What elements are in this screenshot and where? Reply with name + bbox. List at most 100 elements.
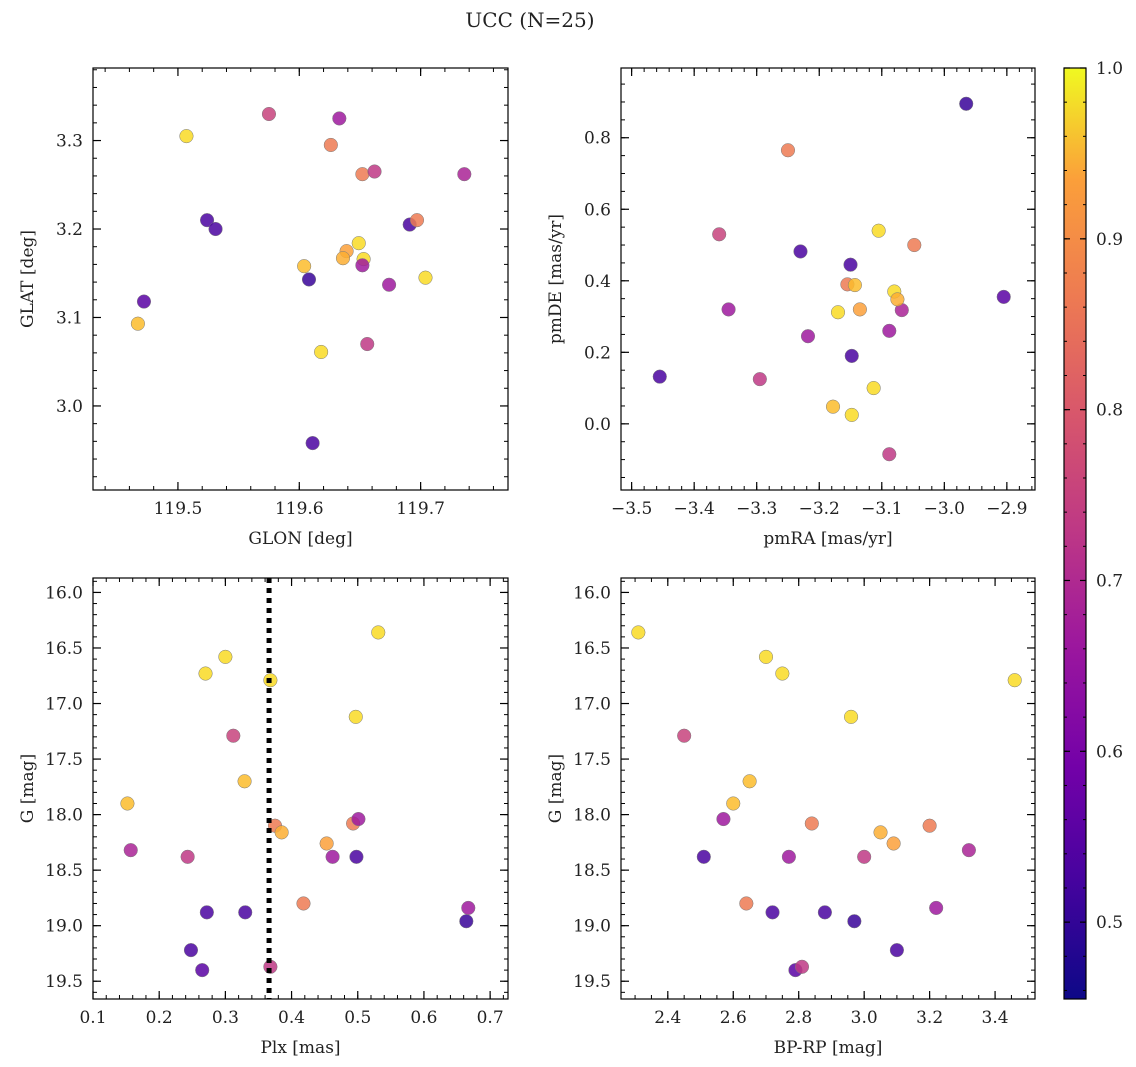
data-point (457, 167, 472, 182)
data-point (367, 164, 382, 179)
data-point (409, 213, 425, 228)
data-point (461, 900, 476, 915)
x-tick-label: 0.7 (477, 1008, 504, 1028)
y-tick-label: 19.0 (573, 917, 611, 937)
x-tick-label: 2.8 (785, 1008, 812, 1028)
data-point (198, 666, 213, 681)
y-axis-label: G [mag] (546, 754, 566, 823)
data-point (297, 259, 312, 274)
x-axis-label: BP-RP [mag] (774, 1038, 883, 1058)
x-axis-label: pmRA [mas/yr] (763, 529, 892, 549)
x-tick-label: 2.6 (720, 1008, 747, 1028)
data-point (716, 811, 731, 827)
data-point (739, 896, 754, 911)
data-point (794, 959, 810, 974)
data-point (886, 836, 901, 851)
data-points (631, 625, 1022, 978)
y-tick-label: 3.0 (56, 397, 83, 417)
data-point (696, 849, 711, 864)
data-point (319, 836, 334, 851)
y-tick-label: 3.2 (56, 220, 83, 240)
data-point (780, 143, 796, 158)
axes-frame (620, 577, 1036, 1000)
data-point (179, 129, 194, 144)
y-tick-label: 16.5 (573, 639, 611, 659)
x-tick-label: −2.9 (986, 499, 1027, 519)
data-point (726, 796, 741, 811)
data-point (183, 943, 199, 958)
y-tick-label: 19.0 (45, 917, 83, 937)
y-axis-label: G [mag] (18, 754, 38, 823)
data-point (742, 774, 757, 789)
data-point (781, 849, 796, 864)
x-tick-label: −3.0 (924, 499, 965, 519)
y-axis-label: pmDE [mas/yr] (546, 214, 566, 344)
data-point (631, 625, 646, 640)
data-point (351, 236, 366, 251)
panel-pm: −3.5 −3.4 −3.3 −3.2 −3.1 −3.0 −2.9 0.0 0.2 0.4 0.6… (546, 67, 1036, 549)
data-point (929, 900, 944, 915)
panel-plx-g: 0.1 0.2 0.3 0.4 0.5 0.6 0.7 16.0 16.5 17.0 17.5 18.… (18, 577, 509, 1058)
colorbar-tick-label: 0.6 (1096, 742, 1123, 762)
data-point (844, 348, 859, 363)
y-tick-label: 0.4 (584, 272, 611, 292)
data-point (871, 223, 886, 238)
data-point (238, 905, 253, 920)
y-tick-label: 0.2 (584, 343, 611, 363)
plot-area: 119.5 119.6 119.7 3.0 3.1 3.2 3.3 GLON [deg] GLA… (18, 67, 1036, 1058)
data-point (800, 329, 816, 344)
data-points (130, 106, 472, 451)
y-tick-label: 0.6 (584, 200, 611, 220)
data-point (907, 237, 922, 253)
data-point (804, 816, 819, 831)
x-tick-label: −3.3 (736, 499, 777, 519)
y-tick-label: 16.5 (45, 639, 83, 659)
data-point (996, 289, 1011, 304)
colorbar-tick-label: 0.5 (1096, 913, 1123, 933)
panel-cmd: 2.4 2.6 2.8 3.0 3.2 3.4 16.0 16.5 17.0 17.5 18.0 18… (546, 577, 1036, 1058)
x-axis-label: Plx [mas] (260, 1038, 340, 1058)
y-tick-label: 18.5 (573, 861, 611, 881)
y-tick-label: 18.0 (573, 806, 611, 826)
y-tick-label: 17.5 (45, 750, 83, 770)
data-point (301, 272, 317, 287)
y-tick-label: 16.0 (573, 583, 611, 603)
x-axis-label: GLON [deg] (248, 529, 352, 549)
data-point (323, 137, 338, 153)
x-tick-label: 0.5 (344, 1008, 371, 1028)
colorbar: 0.5 0.6 0.7 0.8 0.9 1.0 (1063, 59, 1123, 1000)
data-point (817, 905, 832, 920)
data-point (843, 257, 858, 272)
data-point (136, 294, 152, 309)
data-point (775, 666, 790, 681)
data-point (371, 625, 386, 640)
axes-frame (92, 577, 509, 1000)
data-point (721, 302, 736, 317)
data-point (758, 649, 774, 664)
y-tick-label: 0.0 (584, 415, 611, 435)
data-point (890, 292, 905, 307)
colorbar-tick-label: 1.0 (1096, 59, 1123, 79)
data-point (418, 270, 433, 285)
data-point (325, 849, 340, 864)
data-point (752, 372, 767, 387)
data-point (335, 251, 351, 266)
data-point (712, 227, 727, 242)
y-tick-label: 18.0 (45, 806, 83, 826)
data-point (274, 825, 289, 840)
x-tick-label: 119.5 (154, 499, 203, 519)
data-point (296, 896, 311, 911)
data-point (120, 796, 135, 811)
data-point (237, 774, 252, 789)
data-point (844, 407, 859, 422)
data-point (882, 323, 897, 338)
data-point (857, 849, 872, 864)
data-point (959, 96, 974, 111)
x-tick-label: 0.2 (146, 1008, 173, 1028)
y-tick-label: 0.8 (584, 129, 611, 149)
data-point (882, 447, 897, 462)
data-point (961, 843, 976, 858)
x-tick-label: 0.3 (212, 1008, 239, 1028)
x-tick-label: 119.6 (275, 499, 324, 519)
